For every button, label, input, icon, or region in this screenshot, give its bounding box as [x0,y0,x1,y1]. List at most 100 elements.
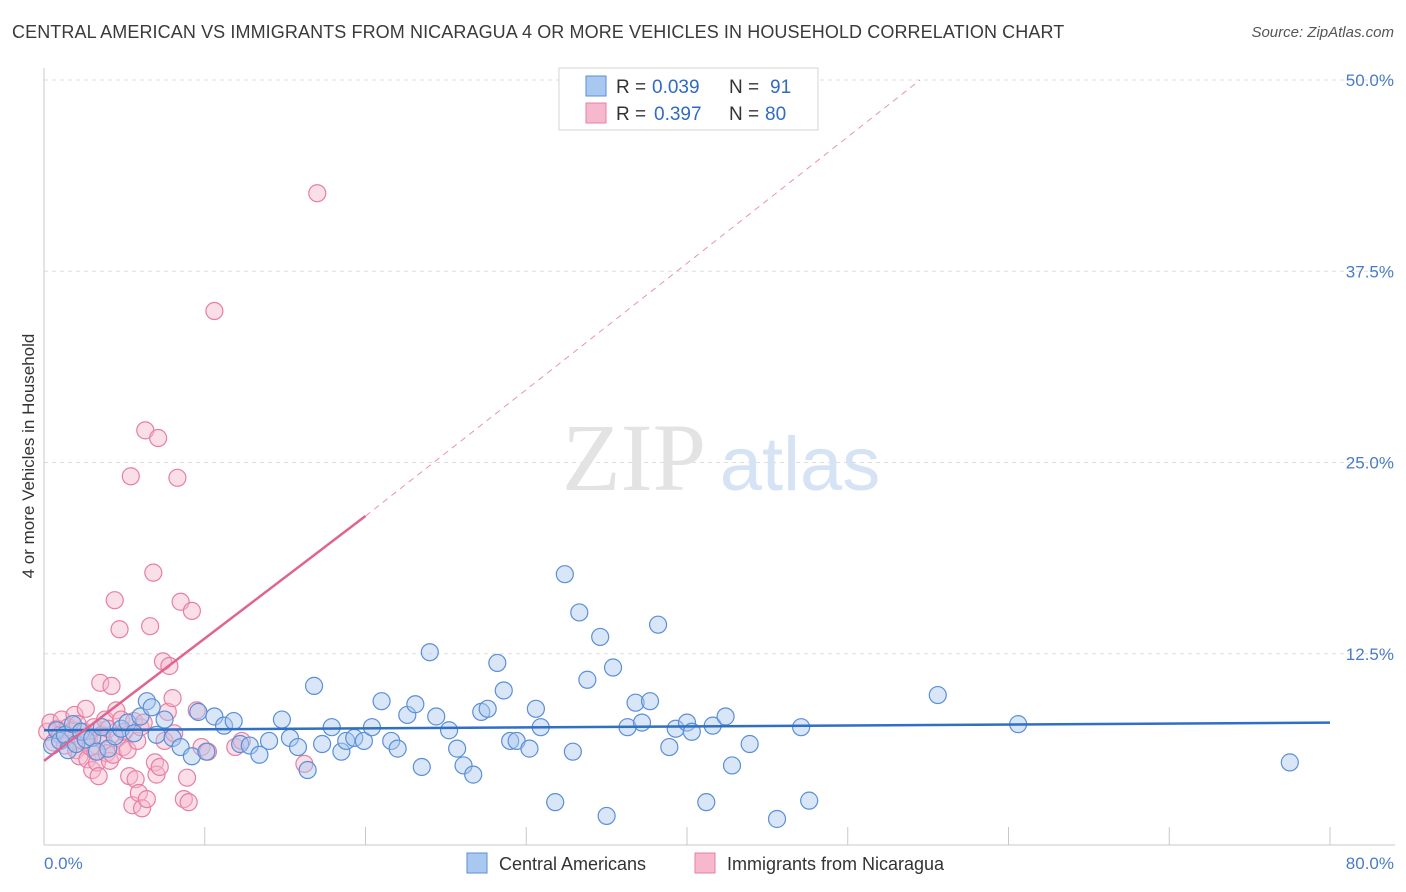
central-american-point-78 [640,692,660,711]
legend-n-value-1: 91 [770,77,791,98]
central-american-point-73 [597,806,616,826]
central-american-point-80 [660,737,679,757]
central-american-point-62 [501,731,520,751]
central-american-point-71 [578,670,597,689]
central-american-point-84 [697,793,716,812]
nicaragua-point-71 [182,601,201,621]
central-american-point-19 [142,698,161,717]
trend-line-central-americans [43,721,1331,732]
nicaragua-point-66 [168,468,187,487]
central-american-point-44 [354,731,373,751]
central-american-point-55 [448,739,467,758]
y-tick-label-2: 37.5% [1346,262,1394,281]
legend-swatch-blue [585,75,607,97]
y-tick-labels: 12.5% 25.0% 37.5% 50.0% [1346,71,1394,664]
legend-swatch-pink [585,102,607,124]
central-american-point-51 [412,757,431,777]
central-american-point-50 [406,695,425,714]
central-american-point-54 [439,721,459,740]
y-tick-label-0: 12.5% [1346,645,1394,664]
central-american-point-16 [124,724,144,743]
central-american-point-64 [520,739,539,758]
legend-n-label-1: N = [729,77,759,98]
central-american-point-65 [526,699,545,718]
nicaragua-point-54 [140,617,160,636]
y-axis-title: 4 or more Vehicles in Household [19,334,38,579]
nicaragua-point-64 [163,689,182,708]
central-american-point-74 [603,658,623,677]
central-american-point-91 [800,791,819,810]
central-american-point-60 [488,653,507,673]
nicaragua-point-34 [105,591,124,610]
central-american-point-68 [555,565,574,584]
legend-bottom-swatch-pink [694,852,716,874]
central-american-point-69 [563,742,582,761]
nicaragua-point-46 [126,770,145,789]
central-american-point-24 [182,747,201,766]
watermark-zip: ZIP [562,404,706,511]
chart-title: CENTRAL AMERICAN VS IMMIGRANTS FROM NICA… [12,22,1065,42]
central-american-point-40 [322,718,341,737]
series-central-american-points [42,565,1299,829]
nicaragua-point-53 [137,789,156,809]
central-american-point-86 [716,707,735,726]
central-american-point-39 [312,734,332,754]
central-american-point-32 [250,745,269,764]
trend-line-nicaragua [43,515,367,762]
legend-top: R = 0.039 N = 91 R = 0.397 N = 80 [558,67,819,131]
nicaragua-point-58 [149,428,168,448]
legend-bottom-label-nicaragua: Immigrants from Nicaragua [727,854,945,874]
central-american-point-21 [155,710,174,729]
central-american-point-57 [464,765,483,784]
central-american-point-10 [87,742,107,761]
central-american-point-26 [197,742,216,761]
legend-r-label-2: R = [616,104,646,125]
nicaragua-point-32 [102,676,121,695]
central-american-point-33 [259,731,279,751]
central-american-point-77 [632,713,652,732]
central-american-point-67 [546,793,565,812]
y-tick-label-3: 50.0% [1346,71,1394,90]
central-american-point-94 [1280,753,1299,772]
grid-lines [44,79,1395,655]
source-label: Source: ZipAtlas.com [1251,24,1394,41]
central-american-point-88 [740,734,759,754]
central-american-point-36 [288,737,308,757]
central-american-point-76 [626,693,645,712]
central-american-point-59 [478,699,497,718]
nicaragua-point-37 [110,620,129,639]
central-american-point-89 [767,809,787,829]
central-american-point-48 [388,739,407,758]
nicaragua-point-24 [89,767,108,786]
central-american-point-25 [189,702,208,721]
legend-bottom-swatch-blue [466,852,488,874]
central-american-point-87 [722,756,742,775]
central-american-point-11 [92,718,111,737]
central-american-point-31 [240,736,259,755]
nicaragua-point-75 [205,301,224,321]
central-american-point-61 [494,681,513,700]
trend-line-nicaragua-extension [365,79,921,517]
nicaragua-point-50 [132,799,152,818]
nicaragua-point-55 [144,563,163,582]
x-tick-label-min: 0.0% [44,854,83,873]
central-american-point-37 [298,760,317,780]
trend-lines [43,79,1331,762]
legend-r-label-1: R = [616,77,646,98]
central-american-point-41 [332,742,351,761]
nicaragua-point-59 [150,757,169,777]
nicaragua-point-25 [91,673,110,692]
nicaragua-point-78 [308,184,327,203]
legend-bottom: Central Americans Immigrants from Nicara… [466,852,945,874]
central-american-point-79 [648,615,668,634]
x-tick-marks [204,827,1331,845]
central-american-point-53 [427,707,446,726]
central-american-point-56 [454,756,473,775]
central-american-point-72 [591,627,610,647]
central-american-point-27 [205,707,224,726]
central-american-point-29 [224,711,243,731]
nicaragua-point-68 [174,789,193,809]
central-american-point-34 [272,710,292,729]
legend-r-value-2: 0.397 [654,104,702,125]
